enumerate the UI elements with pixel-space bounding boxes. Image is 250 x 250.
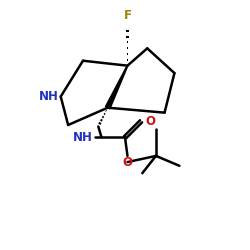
Text: NH: NH bbox=[38, 90, 58, 103]
Text: F: F bbox=[124, 9, 132, 22]
Text: O: O bbox=[145, 115, 155, 128]
Text: NH: NH bbox=[73, 131, 93, 144]
Text: O: O bbox=[122, 156, 132, 169]
Polygon shape bbox=[106, 66, 128, 109]
